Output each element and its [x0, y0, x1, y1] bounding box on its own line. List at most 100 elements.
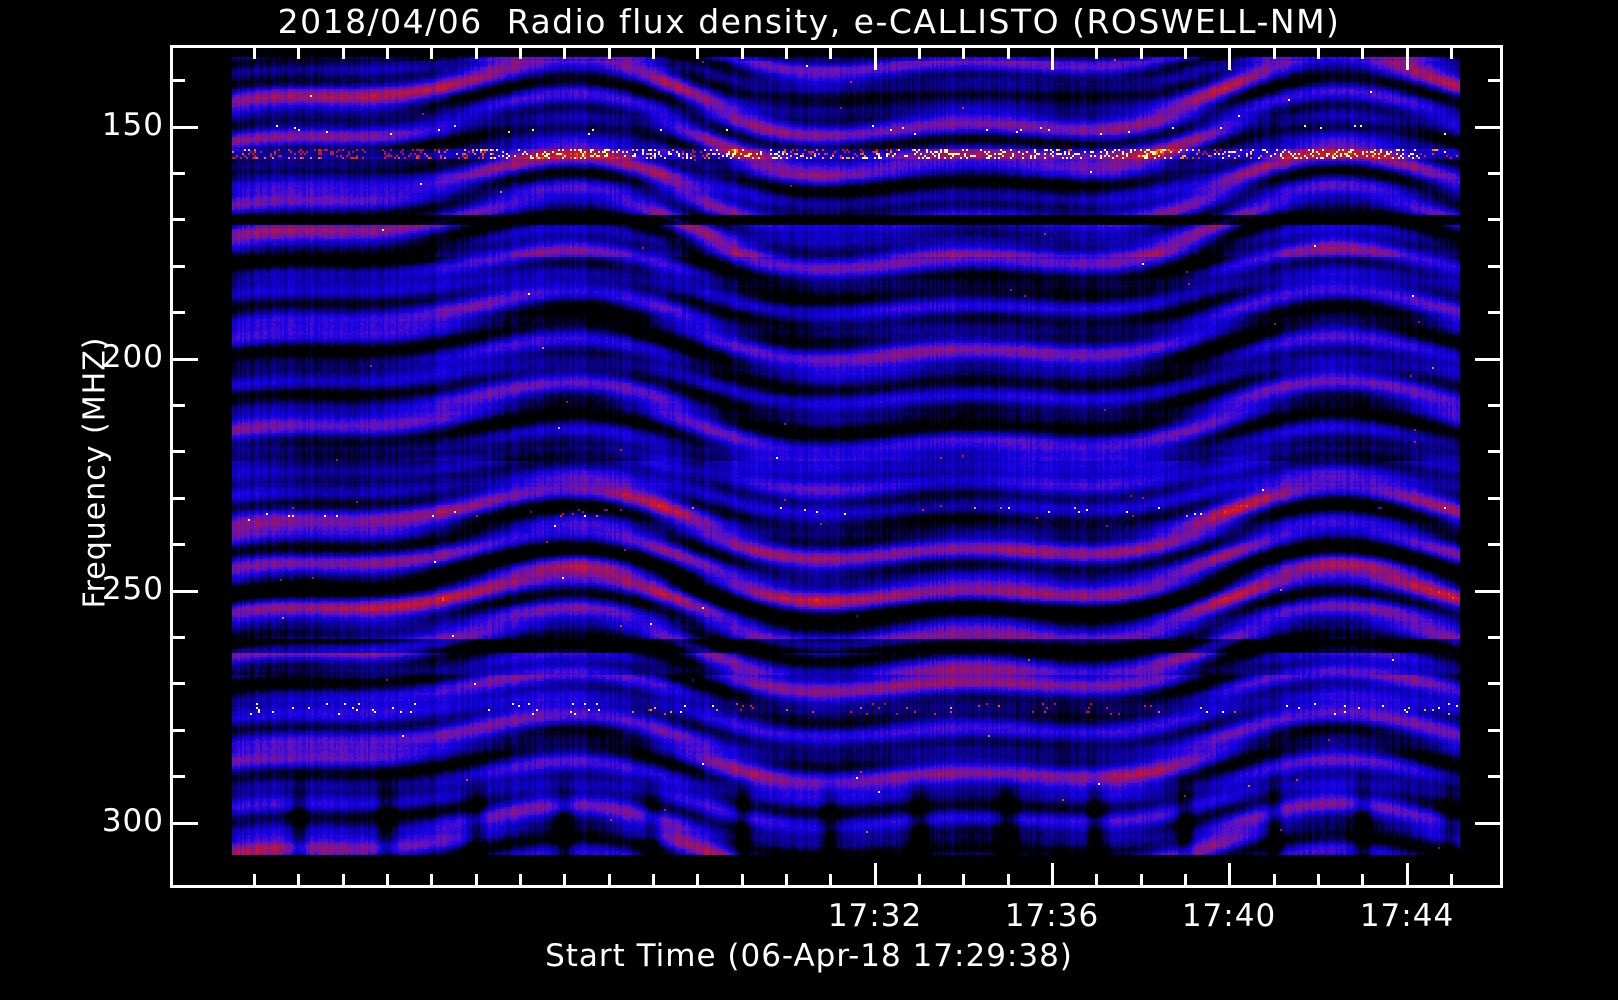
y-tick-minor: [170, 265, 185, 268]
x-tick-minor: [918, 874, 921, 888]
y-tick-minor: [170, 729, 185, 732]
y-tick-minor: [170, 218, 185, 221]
y-tick-minor-right: [1488, 79, 1503, 82]
y-tick-label: 200: [101, 339, 164, 375]
x-tick-label: 17:44: [1359, 898, 1455, 934]
y-tick-minor-right: [1488, 404, 1503, 407]
x-tick-minor-top: [1184, 45, 1187, 59]
x-tick-minor: [563, 874, 566, 888]
y-tick-minor: [170, 450, 185, 453]
x-tick-minor: [1095, 874, 1098, 888]
x-tick-minor-top: [608, 45, 611, 59]
x-tick-minor: [430, 874, 433, 888]
y-tick-minor-right: [1488, 636, 1503, 639]
x-tick-minor-top: [253, 45, 256, 59]
x-tick-minor-top: [741, 45, 744, 59]
x-tick-minor-top: [563, 45, 566, 59]
y-tick-minor-right: [1488, 682, 1503, 685]
y-tick-minor-right: [1488, 311, 1503, 314]
y-tick-minor: [170, 311, 185, 314]
y-tick-major-right: [1475, 358, 1503, 361]
x-tick-minor-top: [430, 45, 433, 59]
x-axis-title: Start Time (06-Apr-18 17:29:38): [545, 938, 1073, 974]
x-tick-minor: [386, 874, 389, 888]
x-tick-minor-top: [386, 45, 389, 59]
x-tick-major: [1051, 863, 1054, 888]
x-tick-minor: [1361, 874, 1364, 888]
y-tick-minor-right: [1488, 172, 1503, 175]
x-tick-label: 17:36: [1004, 898, 1100, 934]
x-tick-minor-top: [1095, 45, 1098, 59]
x-tick-minor-top: [962, 45, 965, 59]
x-tick-minor: [608, 874, 611, 888]
y-tick-minor: [170, 682, 185, 685]
y-tick-minor-right: [1488, 543, 1503, 546]
x-tick-minor-top: [342, 45, 345, 59]
x-tick-minor-top: [696, 45, 699, 59]
y-tick-minor-right: [1488, 497, 1503, 500]
y-tick-minor: [170, 543, 185, 546]
x-tick-major: [874, 863, 877, 888]
y-tick-major: [170, 126, 198, 129]
x-tick-minor-top: [519, 45, 522, 59]
x-tick-minor: [785, 874, 788, 888]
y-tick-major-right: [1475, 126, 1503, 129]
y-tick-major: [170, 822, 198, 825]
y-tick-minor-right: [1488, 729, 1503, 732]
x-tick-minor: [962, 874, 965, 888]
x-tick-label: 17:32: [827, 898, 923, 934]
x-tick-minor-top: [785, 45, 788, 59]
x-tick-minor-top: [475, 45, 478, 59]
x-tick-major-top: [874, 45, 877, 70]
x-tick-minor-top: [652, 45, 655, 59]
spectrogram-data-area: [232, 57, 1460, 855]
y-tick-minor-right: [1488, 775, 1503, 778]
x-tick-minor: [652, 874, 655, 888]
y-tick-major-right: [1475, 590, 1503, 593]
x-tick-minor: [475, 874, 478, 888]
x-tick-minor: [1273, 874, 1276, 888]
y-tick-label: 300: [101, 803, 164, 839]
y-tick-label: 250: [101, 571, 164, 607]
x-tick-minor: [696, 874, 699, 888]
y-tick-major-right: [1475, 822, 1503, 825]
y-tick-minor: [170, 636, 185, 639]
x-tick-minor-top: [1317, 45, 1320, 59]
x-tick-minor: [1450, 874, 1453, 888]
y-axis-title: Frequency (MHZ): [77, 336, 113, 609]
x-tick-minor: [519, 874, 522, 888]
x-tick-minor: [1184, 874, 1187, 888]
x-tick-minor: [741, 874, 744, 888]
y-tick-major: [170, 590, 198, 593]
y-tick-minor-right: [1488, 218, 1503, 221]
x-tick-minor: [829, 874, 832, 888]
y-tick-minor-right: [1488, 265, 1503, 268]
x-tick-minor-top: [1273, 45, 1276, 59]
x-tick-minor: [1317, 874, 1320, 888]
x-tick-minor: [342, 874, 345, 888]
x-tick-minor-top: [918, 45, 921, 59]
x-tick-minor-top: [1007, 45, 1010, 59]
spectrogram-image: [232, 57, 1460, 855]
x-tick-major-top: [1228, 45, 1231, 70]
y-tick-minor: [170, 404, 185, 407]
x-tick-major-top: [1406, 45, 1409, 70]
x-tick-minor: [1007, 874, 1010, 888]
x-tick-major-top: [1051, 45, 1054, 70]
y-tick-minor: [170, 79, 185, 82]
y-tick-minor: [170, 172, 185, 175]
x-tick-minor: [1140, 874, 1143, 888]
x-tick-label: 17:40: [1181, 898, 1277, 934]
page-title: 2018/04/06 Radio flux density, e-CALLIST…: [277, 2, 1341, 41]
y-tick-minor-right: [1488, 450, 1503, 453]
x-tick-minor: [297, 874, 300, 888]
y-tick-minor: [170, 497, 185, 500]
x-tick-minor-top: [829, 45, 832, 59]
x-tick-minor: [253, 874, 256, 888]
x-tick-major: [1228, 863, 1231, 888]
y-tick-label: 150: [101, 107, 164, 143]
x-tick-major: [1406, 863, 1409, 888]
y-tick-minor: [170, 775, 185, 778]
x-tick-minor-top: [1450, 45, 1453, 59]
